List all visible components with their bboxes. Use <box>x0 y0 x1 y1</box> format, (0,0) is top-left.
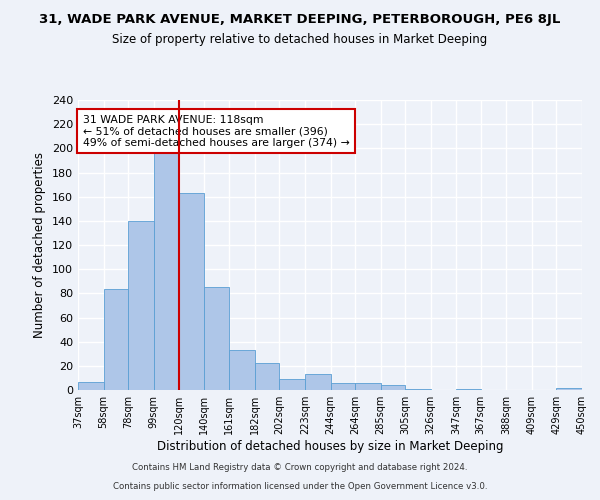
Text: Contains HM Land Registry data © Crown copyright and database right 2024.: Contains HM Land Registry data © Crown c… <box>132 464 468 472</box>
Bar <box>128 221 154 390</box>
Text: 31, WADE PARK AVENUE, MARKET DEEPING, PETERBOROUGH, PE6 8JL: 31, WADE PARK AVENUE, MARKET DEEPING, PE… <box>40 12 560 26</box>
Bar <box>179 193 203 390</box>
Bar <box>154 150 179 390</box>
Bar <box>229 350 255 390</box>
Bar <box>203 288 229 390</box>
Bar <box>280 379 305 390</box>
X-axis label: Distribution of detached houses by size in Market Deeping: Distribution of detached houses by size … <box>157 440 503 453</box>
Bar <box>556 388 582 390</box>
Text: 31 WADE PARK AVENUE: 118sqm
← 51% of detached houses are smaller (396)
49% of se: 31 WADE PARK AVENUE: 118sqm ← 51% of det… <box>83 114 350 148</box>
Bar <box>104 288 128 390</box>
Y-axis label: Number of detached properties: Number of detached properties <box>34 152 46 338</box>
Bar <box>380 385 405 390</box>
Bar <box>331 383 355 390</box>
Text: Size of property relative to detached houses in Market Deeping: Size of property relative to detached ho… <box>112 32 488 46</box>
Text: Contains public sector information licensed under the Open Government Licence v3: Contains public sector information licen… <box>113 482 487 491</box>
Bar <box>255 364 280 390</box>
Bar <box>305 374 331 390</box>
Bar <box>405 389 431 390</box>
Bar <box>457 389 481 390</box>
Bar <box>78 382 104 390</box>
Bar <box>355 383 380 390</box>
